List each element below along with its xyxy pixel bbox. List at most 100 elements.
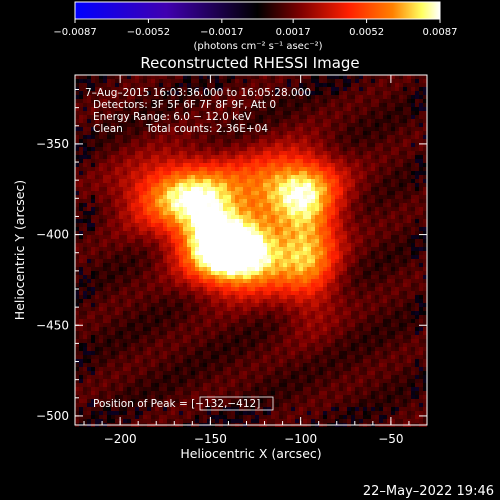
heatmap-cell xyxy=(219,95,223,99)
heatmap-cell xyxy=(395,147,399,151)
heatmap-cell xyxy=(119,271,123,275)
heatmap-cell xyxy=(231,147,235,151)
heatmap-cell xyxy=(411,215,415,219)
heatmap-cell xyxy=(351,95,355,99)
heatmap-cell xyxy=(171,171,175,175)
heatmap-cell xyxy=(287,135,291,139)
heatmap-cell xyxy=(263,271,267,275)
heatmap-cell xyxy=(147,203,151,207)
heatmap-cell xyxy=(127,231,131,235)
heatmap-cell xyxy=(91,171,95,175)
heatmap-cell xyxy=(111,243,115,247)
heatmap-cell xyxy=(407,235,411,239)
heatmap-cell xyxy=(283,267,287,271)
heatmap-cell xyxy=(199,287,203,291)
heatmap-cell xyxy=(195,267,199,271)
heatmap-cell xyxy=(179,299,183,303)
heatmap-cell xyxy=(123,159,127,163)
heatmap-cell xyxy=(83,267,87,271)
heatmap-cell xyxy=(387,111,391,115)
heatmap-cell xyxy=(319,119,323,123)
heatmap-cell xyxy=(367,283,371,287)
heatmap-cell xyxy=(307,219,311,223)
heatmap-cell xyxy=(75,219,79,223)
heatmap-cell xyxy=(159,103,163,107)
heatmap-cell xyxy=(363,219,367,223)
heatmap-cell xyxy=(107,135,111,139)
heatmap-cell xyxy=(115,143,119,147)
heatmap-cell xyxy=(383,271,387,275)
heatmap-cell xyxy=(219,275,223,279)
heatmap-cell xyxy=(151,223,155,227)
heatmap-cell xyxy=(235,203,239,207)
heatmap-cell xyxy=(175,283,179,287)
heatmap-cell xyxy=(103,235,107,239)
heatmap-cell xyxy=(255,187,259,191)
heatmap-cell xyxy=(147,99,151,103)
heatmap-cell xyxy=(155,187,159,191)
heatmap-cell xyxy=(151,291,155,295)
heatmap-cell xyxy=(223,175,227,179)
heatmap-cell xyxy=(271,187,275,191)
heatmap-cell xyxy=(235,131,239,135)
heatmap-cell xyxy=(383,171,387,175)
heatmap-cell xyxy=(307,99,311,103)
heatmap-cell xyxy=(403,199,407,203)
heatmap-cell xyxy=(79,283,83,287)
heatmap-cell xyxy=(331,287,335,291)
heatmap-cell xyxy=(419,147,423,151)
heatmap-cell xyxy=(319,143,323,147)
heatmap-cell xyxy=(191,219,195,223)
heatmap-cell xyxy=(275,275,279,279)
heatmap-cell xyxy=(247,203,251,207)
heatmap-cell xyxy=(87,91,91,95)
heatmap-cell xyxy=(275,267,279,271)
heatmap-cell xyxy=(423,151,427,155)
heatmap-cell xyxy=(191,247,195,251)
heatmap-cell xyxy=(151,251,155,255)
heatmap-cell xyxy=(143,247,147,251)
heatmap-cell xyxy=(375,183,379,187)
heatmap-cell xyxy=(79,219,83,223)
heatmap-cell xyxy=(195,247,199,251)
heatmap-cell xyxy=(303,223,307,227)
heatmap-cell xyxy=(151,115,155,119)
heatmap-cell xyxy=(235,235,239,239)
heatmap-cell xyxy=(335,135,339,139)
heatmap-cell xyxy=(199,99,203,103)
heatmap-cell xyxy=(315,87,319,91)
heatmap-cell xyxy=(111,135,115,139)
heatmap-cell xyxy=(355,99,359,103)
heatmap-cell xyxy=(359,295,363,299)
heatmap-cell xyxy=(171,127,175,131)
heatmap-cell xyxy=(99,131,103,135)
heatmap-cell xyxy=(287,259,291,263)
heatmap-cell xyxy=(151,275,155,279)
heatmap-cell xyxy=(163,115,167,119)
heatmap-cell xyxy=(399,83,403,87)
heatmap-cell xyxy=(239,143,243,147)
heatmap-cell xyxy=(311,167,315,171)
heatmap-cell xyxy=(87,279,91,283)
heatmap-cell xyxy=(123,239,127,243)
heatmap-cell xyxy=(343,231,347,235)
heatmap-cell xyxy=(303,179,307,183)
heatmap-cell xyxy=(171,87,175,91)
heatmap-cell xyxy=(263,107,267,111)
heatmap-cell xyxy=(119,127,123,131)
heatmap-cell xyxy=(355,103,359,107)
heatmap-cell xyxy=(327,163,331,167)
heatmap-cell xyxy=(291,271,295,275)
heatmap-cell xyxy=(111,99,115,103)
heatmap-cell xyxy=(307,231,311,235)
heatmap-cell xyxy=(311,83,315,87)
heatmap-cell xyxy=(159,299,163,303)
heatmap-cell xyxy=(115,95,119,99)
heatmap-cell xyxy=(163,75,167,79)
heatmap-cell xyxy=(251,147,255,151)
heatmap-cell xyxy=(111,115,115,119)
heatmap-cell xyxy=(363,139,367,143)
heatmap-cell xyxy=(267,139,271,143)
heatmap-cell xyxy=(183,163,187,167)
heatmap-cell xyxy=(263,91,267,95)
